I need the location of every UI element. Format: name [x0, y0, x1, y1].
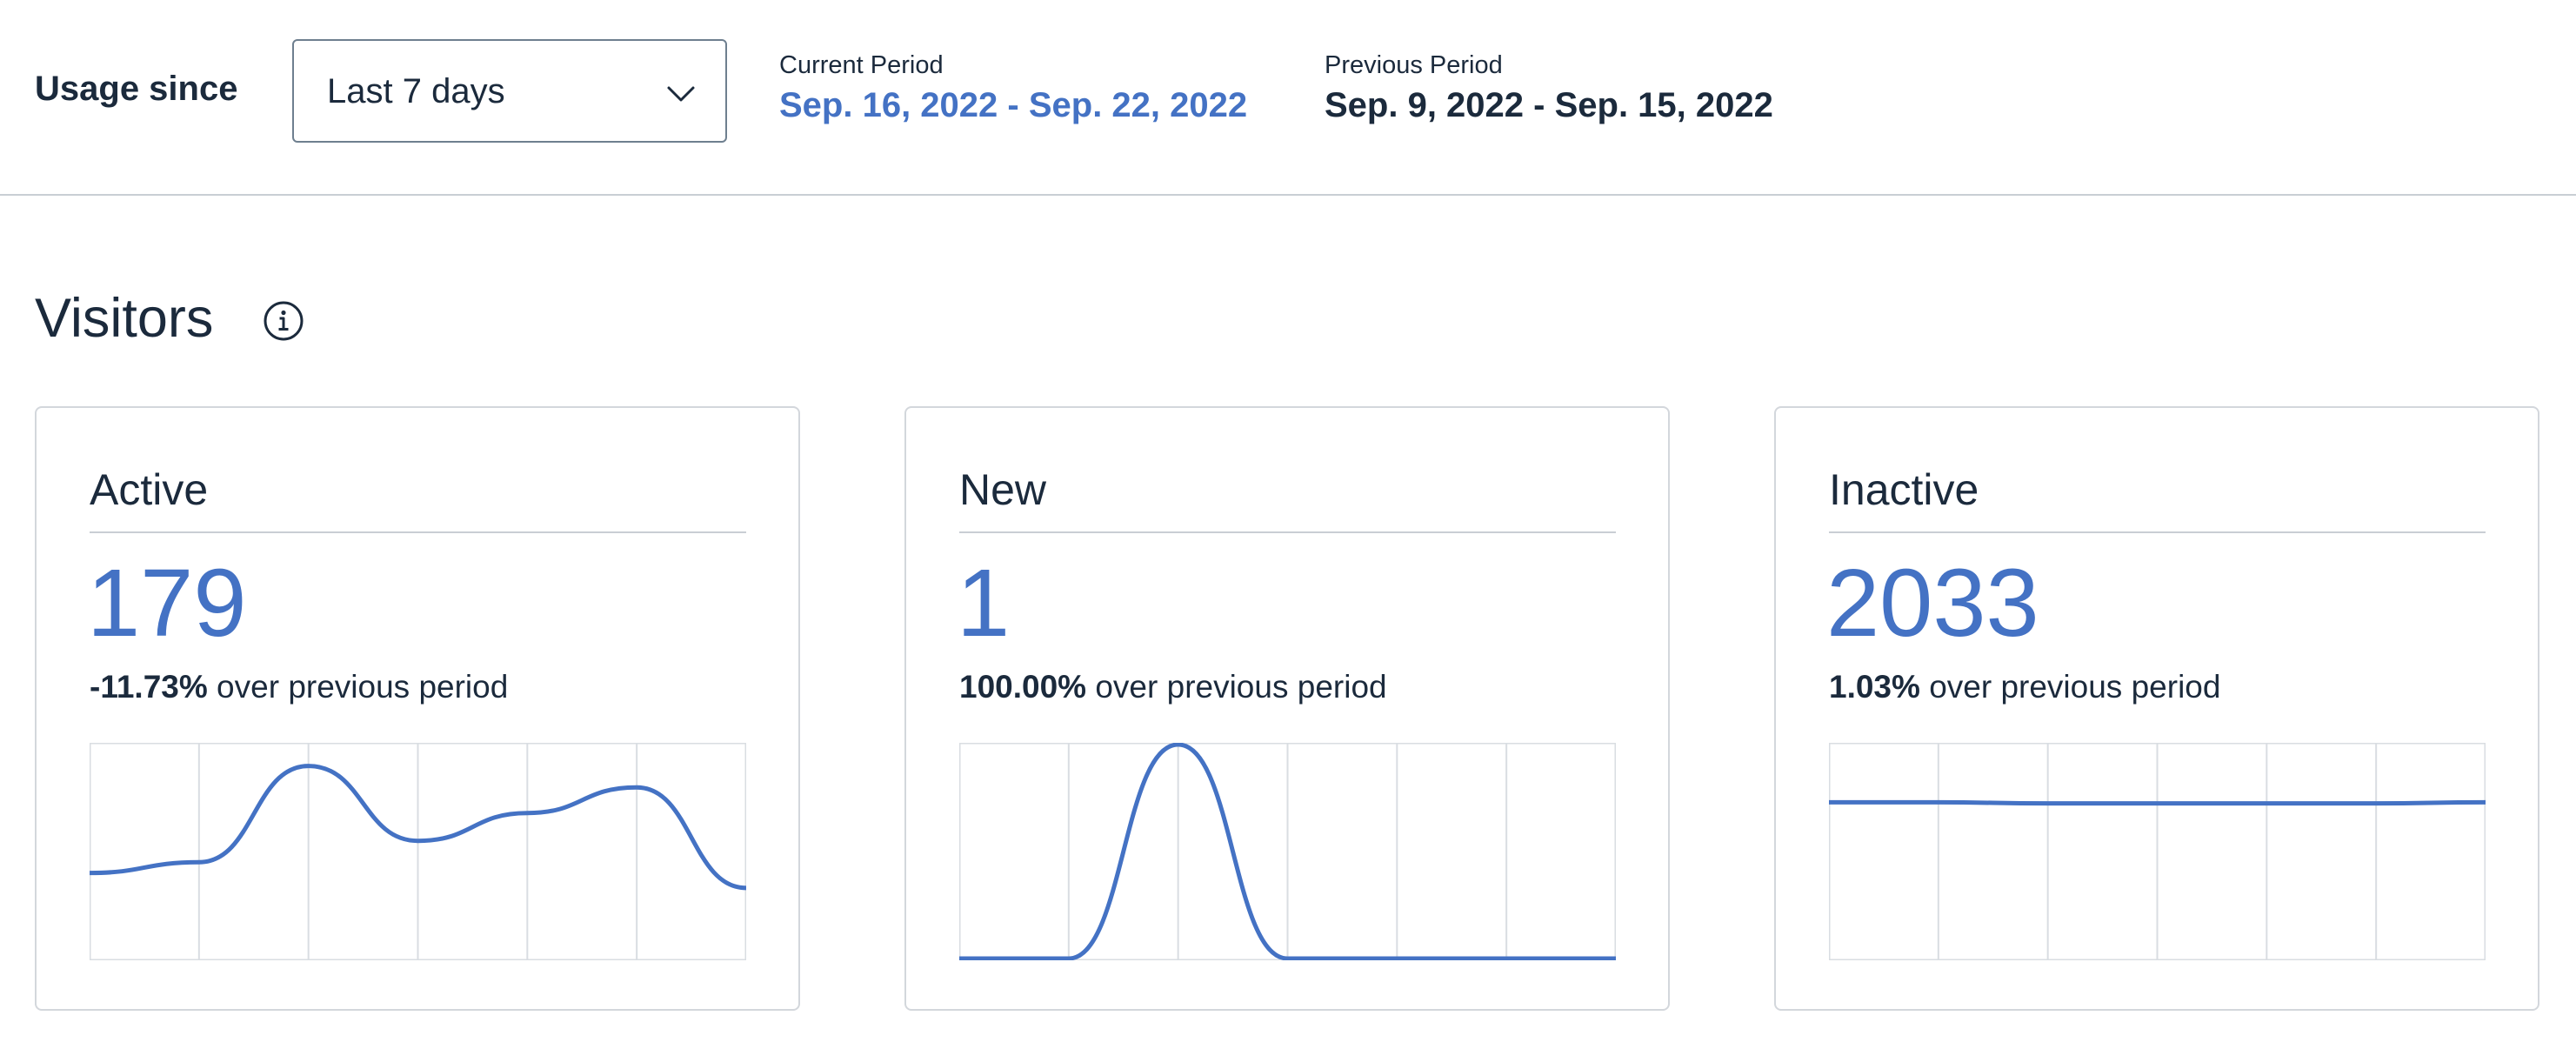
new-visitors-card: New 1 100.00% over previous period	[904, 406, 1670, 1011]
previous-period-caption: Previous Period	[1325, 51, 1503, 79]
sparkline-series-line	[1829, 799, 2486, 806]
card-value: 2033	[1826, 550, 2039, 657]
inactive-visitors-card: Inactive 2033 1.03% over previous period	[1774, 406, 2539, 1011]
card-change-percent: 100.00%	[959, 669, 1087, 705]
card-change: 1.03% over previous period	[1829, 669, 2220, 705]
card-divider	[90, 531, 746, 533]
card-change-percent: -11.73%	[90, 669, 208, 705]
card-change-percent: 1.03%	[1829, 669, 1920, 705]
active-visitors-card: Active 179 -11.73% over previous period	[35, 406, 800, 1011]
previous-period-range: Sep. 9, 2022 - Sep. 15, 2022	[1325, 86, 1773, 124]
card-divider	[959, 531, 1616, 533]
active-sparkline	[90, 743, 746, 960]
current-period-range: Sep. 16, 2022 - Sep. 22, 2022	[779, 86, 1248, 124]
card-value: 179	[87, 550, 247, 657]
card-change-suffix: over previous period	[207, 669, 509, 705]
card-value: 1	[957, 550, 1011, 657]
chevron-down-icon	[667, 86, 695, 102]
sparkline-series-line	[959, 743, 1616, 960]
period-dropdown-value: Last 7 days	[327, 72, 505, 110]
usage-since-label: Usage since	[35, 70, 238, 108]
current-period-caption: Current Period	[779, 51, 944, 79]
period-dropdown[interactable]: Last 7 days	[292, 39, 727, 143]
card-change-suffix: over previous period	[1919, 669, 2221, 705]
inactive-sparkline	[1829, 743, 2486, 960]
card-divider	[1829, 531, 2486, 533]
card-change-suffix: over previous period	[1086, 669, 1387, 705]
card-change: 100.00% over previous period	[959, 669, 1387, 705]
section-title: Visitors	[35, 288, 214, 349]
card-title: Active	[90, 465, 209, 514]
card-title: Inactive	[1829, 465, 1979, 514]
previous-period: Previous Period Sep. 9, 2022 - Sep. 15, …	[1325, 50, 1773, 128]
usage-header: Usage since Last 7 days Current Period S…	[0, 0, 2576, 196]
current-period: Current Period Sep. 16, 2022 - Sep. 22, …	[779, 50, 1247, 128]
sparkline-series-line	[90, 764, 746, 891]
card-change: -11.73% over previous period	[90, 669, 508, 705]
new-sparkline	[959, 743, 1616, 960]
info-icon[interactable]	[263, 300, 304, 342]
card-title: New	[959, 465, 1047, 514]
